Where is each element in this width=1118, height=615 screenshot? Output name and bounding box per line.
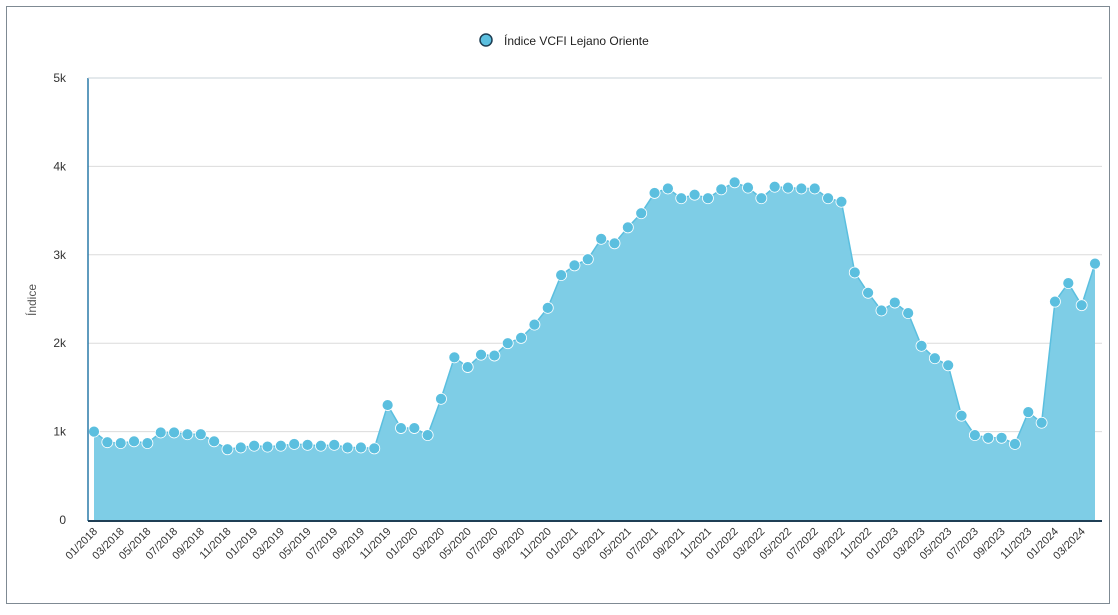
data-point (608, 237, 621, 250)
data-point (168, 426, 180, 439)
data-point (88, 425, 100, 438)
data-point (795, 182, 808, 195)
data-point (782, 181, 794, 194)
data-point (448, 351, 461, 364)
legend[interactable]: Índice VCFI Lejano Oriente (479, 33, 649, 48)
data-point (288, 438, 301, 450)
data-point (808, 182, 821, 195)
data-point (234, 441, 247, 454)
data-point (635, 207, 648, 220)
data-point (875, 304, 888, 317)
data-point (915, 339, 928, 352)
data-point (435, 392, 447, 405)
data-point (475, 348, 487, 361)
data-point (208, 435, 221, 448)
data-point (621, 221, 634, 234)
y-tick-label: 0 (59, 513, 66, 527)
legend-label[interactable]: Índice VCFI Lejano Oriente (504, 33, 649, 48)
data-point (555, 269, 568, 282)
data-point (848, 266, 861, 279)
data-point (501, 337, 514, 350)
series-line (93, 181, 1096, 451)
data-point (581, 253, 594, 266)
data-point (1075, 299, 1088, 312)
data-point (942, 359, 955, 372)
data-point (1022, 406, 1035, 419)
y-tick-label: 3k (53, 248, 67, 262)
data-point (541, 301, 554, 314)
data-point (648, 187, 661, 199)
data-point (595, 232, 608, 245)
data-point (381, 399, 394, 411)
data-point (982, 431, 995, 444)
data-point (301, 438, 314, 451)
data-point (822, 192, 834, 205)
data-point (1049, 295, 1061, 308)
data-point (314, 439, 327, 452)
data-point (968, 429, 981, 442)
data-point (221, 443, 234, 456)
data-point (1062, 277, 1075, 289)
data-point (421, 429, 434, 442)
y-tick-label: 5k (53, 71, 67, 85)
y-tick-label: 1k (53, 425, 67, 439)
data-point (928, 352, 941, 365)
data-point (194, 428, 207, 441)
data-point (728, 176, 741, 189)
data-point (702, 192, 714, 205)
data-point (181, 428, 194, 441)
data-point (1035, 416, 1048, 429)
data-point (341, 441, 354, 454)
series-markers (88, 176, 1101, 456)
data-point (154, 426, 167, 439)
data-point (862, 286, 875, 299)
data-point (568, 259, 581, 272)
data-point (261, 440, 274, 453)
y-axis-label: Índice (24, 284, 39, 316)
x-axis-ticks: 01/201803/201805/201807/201809/201811/20… (64, 526, 1088, 563)
y-tick-label: 2k (53, 336, 67, 350)
data-point (755, 192, 768, 205)
data-point (688, 188, 701, 201)
data-point (955, 409, 968, 422)
data-point (768, 180, 781, 193)
data-point (995, 431, 1008, 444)
data-point (248, 439, 261, 452)
data-point (461, 361, 474, 373)
data-point (101, 436, 114, 449)
data-point (515, 331, 527, 344)
data-point (1009, 438, 1021, 450)
data-point (141, 437, 154, 449)
data-point (835, 195, 848, 208)
data-point (742, 181, 754, 194)
data-point (1089, 257, 1101, 270)
data-point (274, 439, 287, 452)
plot-axes (87, 77, 1102, 522)
y-axis-ticks: 0 1k 2k 3k 4k 5k (53, 71, 67, 527)
data-point (114, 437, 127, 449)
data-point (128, 435, 140, 448)
data-point (528, 318, 541, 331)
data-point (355, 441, 367, 454)
data-point (888, 296, 901, 309)
y-tick-label: 4k (53, 159, 67, 173)
data-point (488, 349, 501, 362)
data-point (902, 307, 915, 320)
data-point (328, 438, 341, 451)
data-point (715, 183, 728, 196)
data-point (368, 442, 381, 455)
data-point (662, 182, 674, 195)
area-fill (94, 182, 1095, 520)
data-point (395, 422, 407, 434)
data-point (675, 192, 688, 205)
data-point (408, 422, 421, 434)
legend-marker[interactable] (479, 33, 493, 47)
